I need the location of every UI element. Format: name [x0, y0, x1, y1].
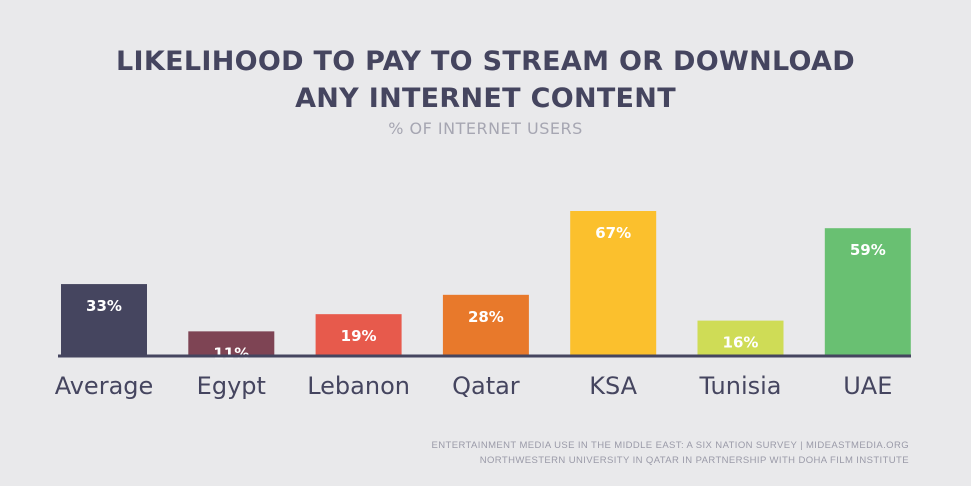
category-label-ksa: KSA [589, 372, 637, 400]
data-label-qatar: 28% [468, 308, 504, 326]
chart-title-line-2: ANY INTERNET CONTENT [295, 83, 676, 114]
data-label-average: 33% [86, 297, 122, 315]
chart-title-line-1: LIKELIHOOD TO PAY TO STREAM OR DOWNLOAD [116, 46, 855, 77]
data-label-lebanon: 19% [341, 327, 377, 345]
bar-uae [824, 228, 911, 355]
category-label-lebanon: Lebanon [307, 372, 410, 400]
category-label-uae: UAE [843, 372, 892, 400]
bar-egypt [188, 331, 275, 355]
bar-lebanon [315, 314, 402, 355]
bar-tunisia [697, 320, 784, 355]
category-label-average: Average [55, 372, 154, 400]
category-label-qatar: Qatar [452, 372, 520, 400]
category-label-tunisia: Tunisia [699, 372, 782, 400]
source-line-1: ENTERTAINMENT MEDIA USE IN THE MIDDLE EA… [431, 440, 909, 451]
data-label-tunisia: 16% [723, 334, 759, 352]
bar-ksa [570, 211, 657, 355]
data-label-uae: 59% [850, 241, 886, 259]
bar-qatar [442, 294, 529, 355]
data-label-ksa: 67% [595, 224, 631, 242]
bar-average [61, 284, 147, 355]
source-line-2: NORTHWESTERN UNIVERSITY IN QATAR IN PART… [479, 455, 909, 466]
data-label-egypt: 11% [213, 344, 249, 362]
chart-subtitle: % OF INTERNET USERS [388, 119, 583, 138]
category-label-egypt: Egypt [197, 372, 266, 400]
